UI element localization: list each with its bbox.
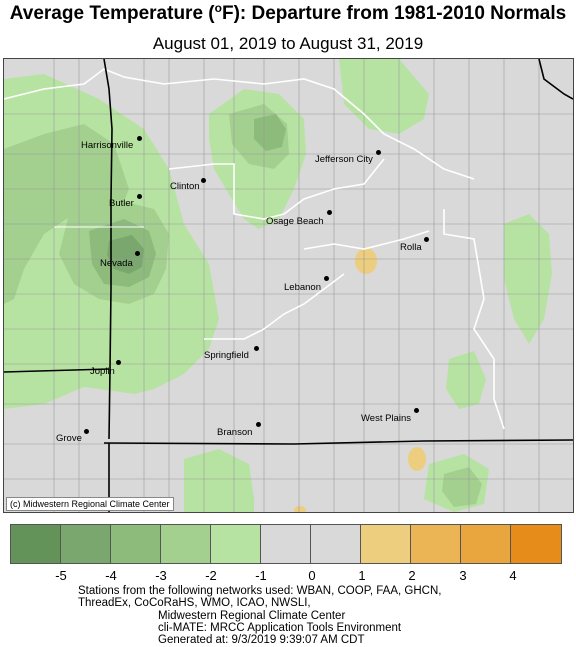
city-dot-rolla <box>424 237 429 242</box>
city-label-west-plains: West Plains <box>361 413 411 424</box>
legend-tick: -4 <box>105 568 117 583</box>
copyright-label: (c) Midwestern Regional Climate Center <box>6 497 174 511</box>
legend-tick: 4 <box>509 568 517 583</box>
rivers <box>4 68 505 430</box>
anomaly-warm-south <box>294 506 306 512</box>
anomaly-region-east-2 <box>446 351 486 409</box>
legend-tick: -1 <box>255 568 267 583</box>
footer-line-networks-1: Stations from the following networks use… <box>78 585 442 597</box>
legend-swatch <box>511 525 561 563</box>
legend-ticks: -5 -4 -3 -2 -1 0 1 2 3 4 <box>0 568 576 586</box>
legend-tick: 0 <box>308 568 316 583</box>
legend-swatch <box>111 525 161 563</box>
legend-swatch <box>211 525 261 563</box>
city-dot-clinton <box>201 178 206 183</box>
footer-line-climate: cli-MATE: MRCC Application Tools Environ… <box>158 622 402 634</box>
map-subtitle: August 01, 2019 to August 31, 2019 <box>152 34 424 53</box>
title-prefix: Average Temperature ( <box>9 3 215 24</box>
legend-swatch <box>161 525 211 563</box>
city-label-joplin: Joplin <box>90 366 115 377</box>
city-label-osage-beach: Osage Beach <box>266 216 324 227</box>
city-label-harrisonville: Harrisonville <box>81 140 134 151</box>
anomaly-region-north-3 <box>254 114 286 151</box>
city-dot-nevada <box>135 251 140 256</box>
map-title: Average Temperature (oF): Departure from… <box>0 1 576 25</box>
city-dot-harrisonville <box>137 136 142 141</box>
legend-color-bar <box>10 524 562 564</box>
footer-line-mrcc: Midwestern Regional Climate Center <box>158 610 346 622</box>
footer-line-networks-2: ThreadEx, CoCoRaHS, WMO, ICAO, NWSLI, <box>78 597 311 609</box>
city-dot-lebanon <box>324 276 329 281</box>
title-degree: o <box>214 1 222 15</box>
city-dot-grove <box>84 429 89 434</box>
legend-swatch <box>261 525 311 563</box>
footer-line-generated: Generated at: 9/3/2019 9:39:07 AM CDT <box>158 634 365 646</box>
city-label-springfield: Springfield <box>204 350 249 361</box>
legend-tick: -2 <box>205 568 217 583</box>
city-label-butler: Butler <box>109 198 134 209</box>
legend-tick: -3 <box>155 568 167 583</box>
city-label-nevada: Nevada <box>100 258 133 269</box>
city-dot-branson <box>256 422 261 427</box>
city-label-branson: Branson <box>217 427 253 438</box>
anomaly-region-northeast <box>339 59 429 134</box>
city-label-lebanon: Lebanon <box>284 282 321 293</box>
city-label-rolla: Rolla <box>400 242 422 253</box>
legend-swatch <box>311 525 361 563</box>
legend-tick: 2 <box>408 568 416 583</box>
city-dot-springfield <box>254 346 259 351</box>
city-dot-joplin <box>116 360 121 365</box>
city-dot-butler <box>137 194 142 199</box>
anomaly-warm-westplains <box>408 447 426 471</box>
anomaly-warm-lebanon <box>355 248 377 274</box>
city-label-jefferson-city: Jefferson City <box>315 154 373 165</box>
city-dot-jefferson-city <box>376 150 381 155</box>
legend-tick: 1 <box>358 568 366 583</box>
anomaly-region-nevada-inner <box>107 235 144 274</box>
anomaly-region-west-2 <box>4 124 129 304</box>
legend-swatch <box>461 525 511 563</box>
legend-tick: 3 <box>459 568 467 583</box>
city-label-clinton: Clinton <box>170 181 200 192</box>
anomaly-region-east <box>504 214 552 344</box>
legend-swatch <box>411 525 461 563</box>
city-dot-west-plains <box>414 408 419 413</box>
legend-swatch <box>11 525 61 563</box>
title-suffix: F): Departure from 1981-2010 Normals <box>221 3 567 24</box>
temperature-map: Harrisonville Jefferson City Clinton But… <box>3 58 574 513</box>
legend-swatch <box>361 525 411 563</box>
anomaly-region-southeast-2 <box>442 467 482 507</box>
legend-swatch <box>61 525 111 563</box>
map-graphic <box>4 59 573 512</box>
legend-tick: -5 <box>55 568 67 583</box>
anomaly-region-south <box>184 449 254 512</box>
city-dot-osage-beach <box>327 210 332 215</box>
city-label-grove: Grove <box>56 433 82 444</box>
